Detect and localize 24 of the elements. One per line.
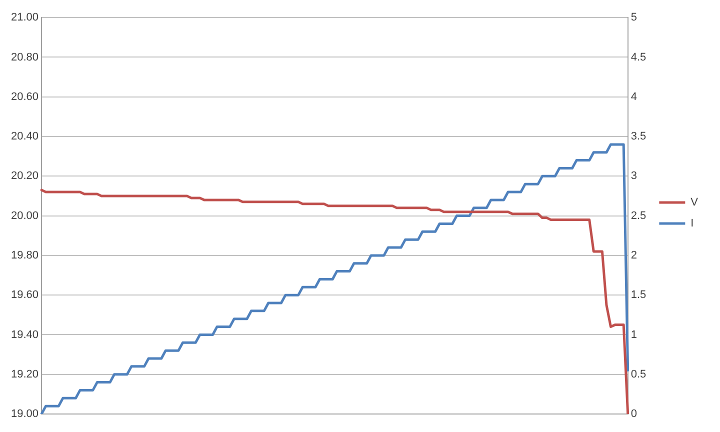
y-tick-label: 19.20 (10, 368, 39, 380)
y2-tick-label: 1.5 (630, 289, 646, 302)
y-tick-label: 19.40 (10, 328, 39, 341)
y2-tick-label: 4 (630, 90, 637, 103)
y-tick-label: 20.60 (10, 90, 39, 103)
y2-tick-label: 3.5 (630, 130, 646, 143)
y2-tick-label: 0 (630, 408, 637, 420)
y-tick-label: 19.60 (10, 289, 39, 302)
y-tick-label: 20.00 (10, 210, 39, 222)
y2-tick-label: 2.5 (630, 210, 646, 222)
y2-tick-label: 1 (630, 328, 637, 341)
y-tick-label: 20.40 (10, 130, 39, 143)
y-tick-label: 21.00 (10, 12, 39, 24)
y2-tick-label: 5 (630, 12, 637, 24)
y2-tick-label: 0.5 (630, 368, 646, 380)
y-tick-label: 20.20 (10, 170, 39, 182)
y-tick-label: 20.80 (10, 51, 39, 64)
y2-tick-label: 2 (630, 249, 637, 262)
y2-tick-label: 3 (630, 170, 637, 182)
y-tick-label: 19.80 (10, 249, 39, 262)
legend-label: I (690, 218, 694, 230)
y-tick-label: 19.00 (10, 408, 39, 420)
y2-tick-label: 4.5 (630, 51, 646, 64)
legend-label: V (690, 196, 699, 209)
